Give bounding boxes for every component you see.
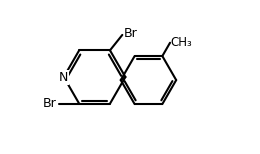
Text: Br: Br [124, 27, 138, 40]
Text: CH₃: CH₃ [171, 36, 193, 49]
Text: Br: Br [43, 97, 57, 110]
Text: N: N [59, 71, 68, 83]
